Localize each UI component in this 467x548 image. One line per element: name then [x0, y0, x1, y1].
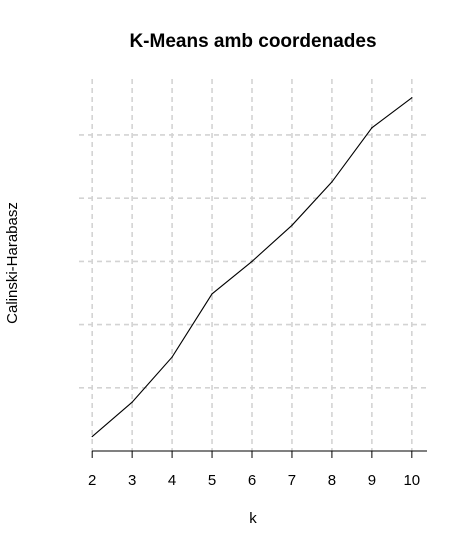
data-point	[251, 260, 253, 262]
chart-title: K-Means amb coordenades	[129, 31, 376, 52]
data-points	[91, 97, 413, 438]
x-tick-label: 8	[328, 472, 336, 489]
x-axis: 2 3 4 5 6 7 8 9 10	[88, 450, 427, 489]
data-point	[171, 356, 173, 358]
x-tick-label: 5	[208, 472, 216, 489]
data-point	[291, 224, 293, 226]
x-tick-label: 10	[403, 472, 420, 489]
data-point	[211, 293, 213, 295]
x-tick-label: 6	[248, 472, 256, 489]
x-tick-label: 7	[288, 472, 296, 489]
data-point	[331, 181, 333, 183]
data-point	[91, 435, 93, 438]
x-tick-label: 3	[128, 472, 136, 489]
grid	[79, 79, 427, 451]
data-point	[371, 127, 373, 129]
x-tick-label: 9	[368, 472, 376, 489]
y-axis-label: Calinski-Harabasz	[4, 202, 21, 324]
data-point	[411, 97, 413, 99]
data-point	[131, 401, 133, 403]
x-tick-label: 4	[168, 472, 176, 489]
x-tick-label: 2	[88, 472, 96, 489]
x-axis-label: k	[249, 510, 257, 527]
